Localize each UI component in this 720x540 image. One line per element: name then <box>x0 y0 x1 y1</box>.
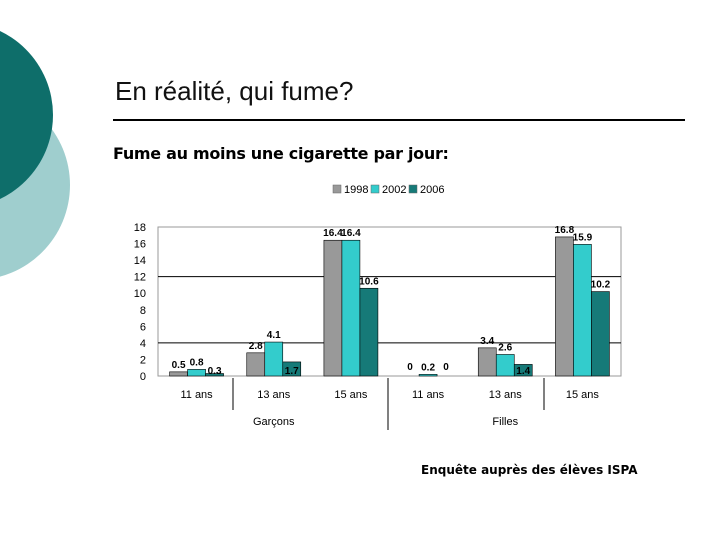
y-tick-label: 0 <box>140 371 146 383</box>
group-label: Filles <box>492 416 518 428</box>
data-label: 0.3 <box>208 366 222 377</box>
bar-2002-4 <box>495 354 515 377</box>
data-label: 1.4 <box>516 366 530 377</box>
legend-label-1998: 1998 <box>344 184 368 196</box>
group-label: Garçons <box>253 416 295 428</box>
y-tick-label: 2 <box>140 354 146 366</box>
bar-1998-1 <box>246 352 266 377</box>
legend-swatch-1998 <box>332 184 342 194</box>
bar-1998-2 <box>323 239 343 377</box>
data-label: 0 <box>443 362 449 373</box>
data-label: 2.8 <box>249 341 263 352</box>
data-label: 16.8 <box>555 225 575 236</box>
data-label: 15.9 <box>573 232 593 243</box>
title-underline <box>113 119 685 121</box>
bar-1998-0 <box>169 371 188 377</box>
y-tick-label: 10 <box>134 288 146 300</box>
bar-1998-5 <box>555 236 574 377</box>
legend-swatch-2006 <box>408 184 418 194</box>
data-label: 16.4 <box>341 228 361 239</box>
x-tick-label: 13 ans <box>489 389 523 401</box>
bar-2002-3 <box>418 374 438 377</box>
y-tick-label: 16 <box>134 239 146 251</box>
legend-swatch-2002 <box>370 184 380 194</box>
x-tick-label: 11 ans <box>412 389 445 401</box>
data-label: 16.4 <box>323 228 343 239</box>
source-note: Enquête auprès des élèves ISPA <box>421 463 638 477</box>
x-tick-label: 15 ans <box>334 389 368 401</box>
data-label: 0 <box>407 362 413 373</box>
decor-dark-circle <box>0 31 53 199</box>
bar-2006-2 <box>359 287 379 377</box>
bar-2006-4 <box>513 364 533 377</box>
bar-2006-5 <box>591 291 610 377</box>
data-label: 10.6 <box>359 276 379 287</box>
slide-subtitle: Fume au moins une cigarette par jour: <box>113 144 449 163</box>
x-tick-label: 13 ans <box>257 389 291 401</box>
bar-2002-5 <box>573 244 592 377</box>
data-label: 0.8 <box>190 357 204 368</box>
y-tick-label: 4 <box>140 338 146 350</box>
y-tick-label: 6 <box>140 321 146 333</box>
bar-2006-1 <box>282 361 302 377</box>
x-tick-label: 15 ans <box>566 389 600 401</box>
bar-2002-0 <box>187 369 206 377</box>
slide-title: En réalité, qui fume? <box>115 76 354 106</box>
bar-2002-2 <box>341 239 361 377</box>
y-tick-label: 14 <box>134 255 146 267</box>
data-label: 4.1 <box>267 330 281 341</box>
x-tick-label: 11 ans <box>180 389 213 401</box>
plot-area <box>157 226 622 377</box>
data-label: 0.2 <box>421 362 435 373</box>
bar-1998-4 <box>477 347 497 377</box>
data-label: 3.4 <box>480 336 494 347</box>
bar-2002-1 <box>264 341 284 377</box>
y-tick-label: 8 <box>140 305 146 317</box>
y-tick-label: 18 <box>134 222 146 234</box>
bar-2006-0 <box>205 373 224 377</box>
data-label: 0.5 <box>172 360 186 371</box>
data-label: 10.2 <box>591 280 611 291</box>
y-tick-label: 12 <box>134 272 146 284</box>
data-label: 1.7 <box>285 366 299 377</box>
data-label: 2.6 <box>498 342 512 353</box>
legend-label-2002: 2002 <box>382 184 406 196</box>
legend-label-2006: 2006 <box>420 184 444 196</box>
